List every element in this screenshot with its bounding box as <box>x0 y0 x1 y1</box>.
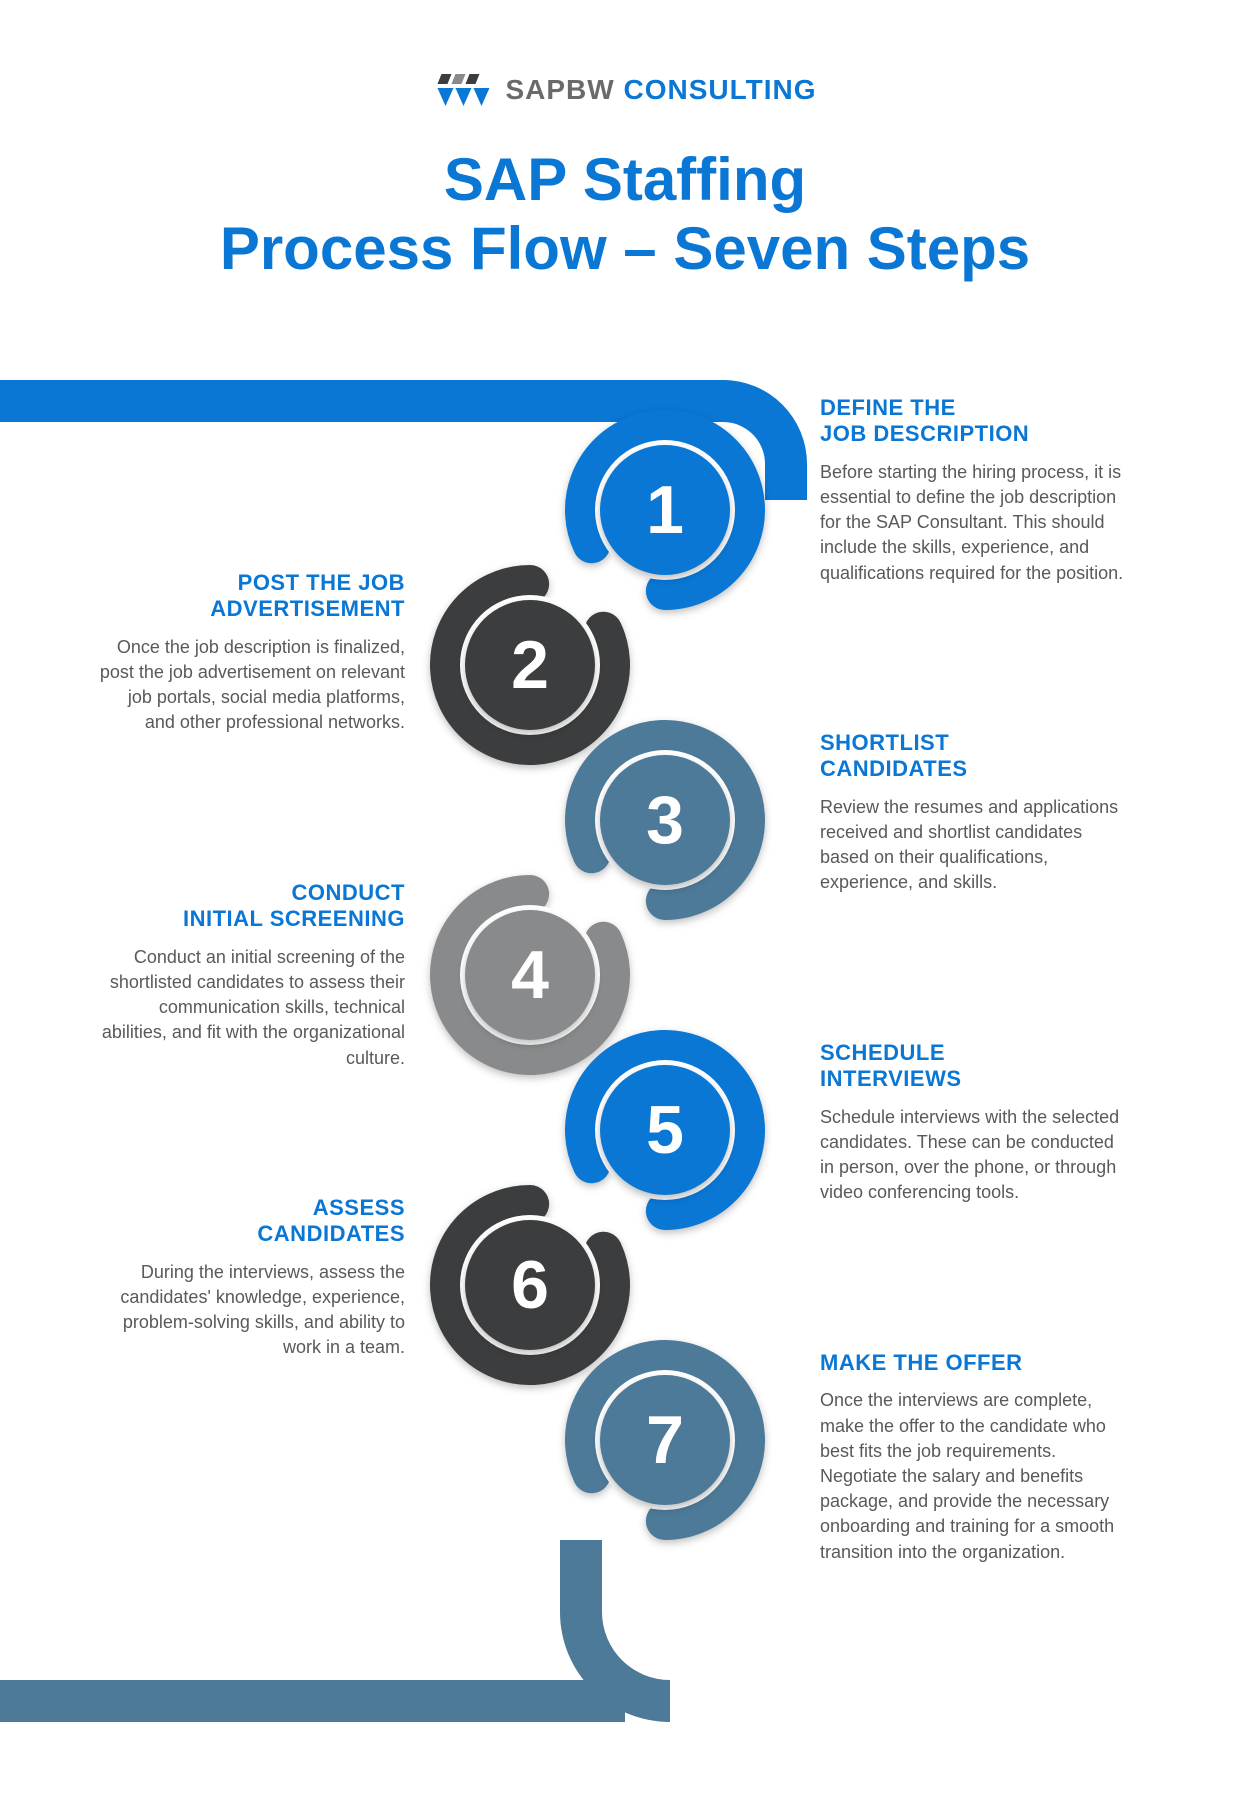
step-2-body: Once the job description is finalized, p… <box>95 635 405 736</box>
step-4-title: CONDUCTINITIAL SCREENING <box>95 880 405 933</box>
step-5-body: Schedule interviews with the selected ca… <box>820 1105 1130 1206</box>
step-1-title-line-2: JOB DESCRIPTION <box>820 421 1130 447</box>
step-2-panel: POST THE JOBADVERTISEMENT Once the job de… <box>95 570 405 736</box>
step-2-title-line-2: ADVERTISEMENT <box>95 596 405 622</box>
step-6-panel: ASSESSCANDIDATES During the interviews, a… <box>95 1195 405 1361</box>
step-6-body: During the interviews, assess the candid… <box>95 1260 405 1361</box>
brand-secondary: CONSULTING <box>615 74 817 105</box>
step-7-panel: MAKE THE OFFER Once the interviews are co… <box>820 1350 1130 1565</box>
step-1-title: DEFINE THEJOB DESCRIPTION <box>820 395 1130 448</box>
title-line-1: SAP Staffing <box>0 145 1250 214</box>
step-5-panel: SCHEDULEINTERVIEWS Schedule interviews wi… <box>820 1040 1130 1206</box>
brand-primary: SAPBW <box>505 74 614 105</box>
step-6-title-line-2: CANDIDATES <box>95 1221 405 1247</box>
step-1-panel: DEFINE THEJOB DESCRIPTION Before starting… <box>820 395 1130 586</box>
title-line-2: Process Flow – Seven Steps <box>0 214 1250 283</box>
step-1-body: Before starting the hiring process, it i… <box>820 460 1130 586</box>
step-4-panel: CONDUCTINITIAL SCREENING Conduct an initi… <box>95 880 405 1071</box>
step-6-title: ASSESSCANDIDATES <box>95 1195 405 1248</box>
flow-connector-bottom <box>0 1680 625 1722</box>
step-4-body: Conduct an initial screening of the shor… <box>95 945 405 1071</box>
step-3-panel: SHORTLISTCANDIDATES Review the resumes an… <box>820 730 1130 896</box>
step-5-title-line-2: INTERVIEWS <box>820 1066 1130 1092</box>
step-3-number: 3 <box>600 755 730 885</box>
step-2-title-line-1: POST THE JOB <box>95 570 405 596</box>
step-4-number: 4 <box>465 910 595 1040</box>
step-7-body: Once the interviews are complete, make t… <box>820 1388 1130 1564</box>
step-3-title-line-1: SHORTLIST <box>820 730 1130 756</box>
logo: SAPBW CONSULTING <box>433 70 816 110</box>
logo-mark-icon <box>433 70 493 110</box>
step-5-title-line-1: SCHEDULE <box>820 1040 1130 1066</box>
step-5-number: 5 <box>600 1065 730 1195</box>
step-5-title: SCHEDULEINTERVIEWS <box>820 1040 1130 1093</box>
step-4-title-line-2: INITIAL SCREENING <box>95 906 405 932</box>
step-3-title: SHORTLISTCANDIDATES <box>820 730 1130 783</box>
logo-text: SAPBW CONSULTING <box>505 74 816 106</box>
step-3-title-line-2: CANDIDATES <box>820 756 1130 782</box>
step-1-title-line-1: DEFINE THE <box>820 395 1130 421</box>
step-2-title: POST THE JOBADVERTISEMENT <box>95 570 405 623</box>
step-4-title-line-1: CONDUCT <box>95 880 405 906</box>
step-3-body: Review the resumes and applications rece… <box>820 795 1130 896</box>
step-6-number: 6 <box>465 1220 595 1350</box>
step-7-title-line-1: MAKE THE OFFER <box>820 1350 1130 1376</box>
step-7-node: 7 <box>565 1340 765 1540</box>
step-7-number: 7 <box>600 1375 730 1505</box>
step-2-number: 2 <box>465 600 595 730</box>
step-1-number: 1 <box>600 445 730 575</box>
page-title: SAP Staffing Process Flow – Seven Steps <box>0 145 1250 283</box>
step-6-title-line-1: ASSESS <box>95 1195 405 1221</box>
step-7-title: MAKE THE OFFER <box>820 1350 1130 1376</box>
